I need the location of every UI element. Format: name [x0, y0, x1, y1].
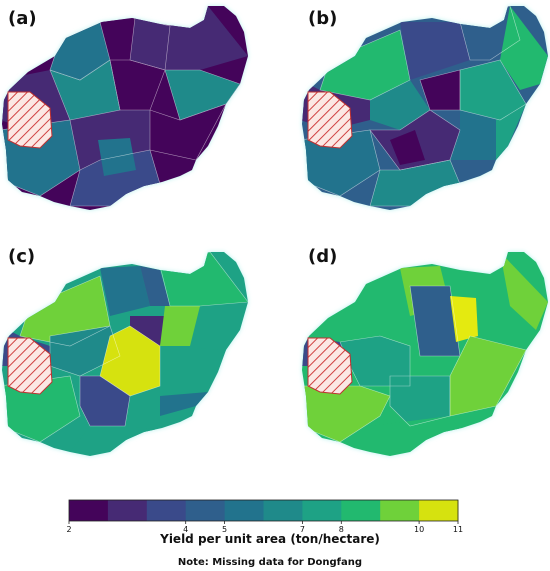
colorbar-bin — [302, 500, 342, 521]
colorbar-bin — [380, 500, 420, 521]
colorbar-bins — [69, 500, 459, 521]
colorbar-tick-label: 4 — [183, 525, 188, 534]
colorbar-label: Yield per unit area (ton/hectare) — [159, 532, 380, 546]
panel-label: (d) — [308, 246, 337, 267]
missing-data-dongfang — [7, 337, 53, 395]
colorbar: 2 4 5 7 8 10 11 Yield per unit area (ton/hecta… — [66, 499, 463, 546]
colorbar-bin — [341, 500, 381, 521]
panel-c: (c) — [2, 246, 248, 456]
colorbar-tick-label: 10 — [414, 525, 424, 534]
panel-b: (b) — [302, 6, 548, 210]
panel-label: (a) — [8, 8, 37, 29]
colorbar-tick-label: 11 — [453, 525, 463, 534]
colorbar-tick-label: 5 — [222, 525, 227, 534]
colorbar-bin — [263, 500, 303, 521]
missing-data-dongfang — [7, 91, 53, 149]
colorbar-bin — [419, 500, 459, 521]
panel-label: (c) — [8, 246, 35, 267]
panel-label: (b) — [308, 8, 337, 29]
colorbar-bin — [146, 500, 187, 521]
colorbar-bin — [69, 500, 109, 521]
panel-a: (a) — [2, 6, 248, 210]
colorbar-tick-label: 7 — [300, 525, 305, 534]
colorbar-bin — [224, 500, 264, 521]
colorbar-tick-label: 8 — [339, 525, 344, 534]
colorbar-frame — [68, 499, 459, 522]
colorbar-bin — [185, 500, 226, 521]
panel-d: (d) — [302, 246, 548, 456]
missing-data-note: Note: Missing data for Dongfang — [178, 557, 362, 568]
colorbar-tick-label: 2 — [66, 525, 71, 534]
colorbar-bin — [107, 500, 148, 521]
colorbar-ticks: 2 4 5 7 8 10 11 — [66, 521, 463, 534]
missing-data-dongfang — [307, 337, 353, 395]
missing-data-dongfang — [307, 91, 353, 149]
